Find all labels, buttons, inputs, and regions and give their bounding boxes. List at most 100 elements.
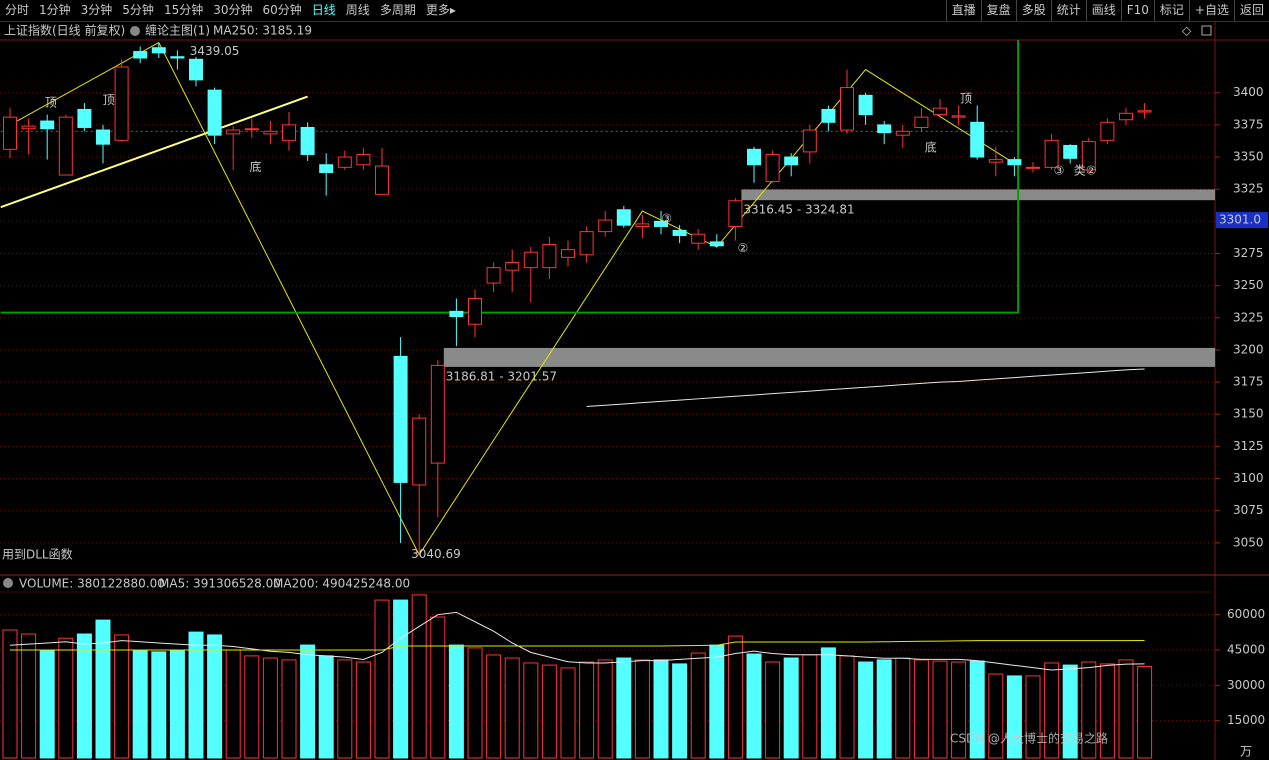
y-tick-label: 45000 [1227,643,1265,657]
volume-bar [244,655,260,759]
volume-bar [616,657,632,759]
volume-bar [486,654,502,759]
candle-body [970,121,985,158]
volume-bar [355,661,371,759]
menu-icon[interactable] [130,26,140,36]
volume-bar [1006,675,1022,759]
toolbar-button[interactable]: 多股 [1015,0,1051,21]
icon-diamond[interactable]: ◇ [1182,24,1192,38]
current-price-label: 3301.0 [1219,213,1261,227]
volume-bar [895,657,911,759]
menu-icon[interactable] [3,578,13,588]
volume-bar [207,634,223,759]
volume-bar [76,633,92,759]
volume-bar [132,649,148,759]
volume-bar [58,637,74,759]
toolbar-button[interactable]: 统计 [1050,0,1086,21]
volume-bar [988,673,1004,759]
annotation: 顶 [960,92,972,106]
ma-line [9,611,1145,671]
drawn-line [0,40,1020,314]
toolbar: 分时 1分钟 3分钟 5分钟 15分钟 30分钟 60分钟 日线 周线 多周期 更多▸ 直播 复盘 多股统… [0,0,1269,22]
annotation: 顶 [103,93,115,107]
toolbar-button[interactable]: 日线 [311,3,336,17]
volume-bar [188,631,204,759]
drawn-line [9,41,1015,556]
toolbar-button[interactable]: 分时 [5,3,30,17]
y-tick-label: 3100 [1233,471,1264,485]
y-tick-label: 3125 [1233,439,1264,453]
candle-body [728,200,743,227]
candle-body [337,156,352,168]
toolbar-button[interactable]: F10 [1120,0,1154,21]
toolbar-button[interactable]: 复盘 [980,0,1016,21]
candle-body [1063,144,1078,159]
candle-body [468,298,482,325]
candle-body [226,129,241,135]
candle-body [21,125,36,130]
toolbar-button[interactable]: 直播 [945,0,981,21]
annotation: 类② [1074,164,1097,178]
candle-body [579,231,594,256]
volume-bar [802,654,818,759]
toolbar-button[interactable]: 15分钟 [163,3,204,17]
candle-body [914,116,929,128]
candle-body [1026,166,1040,169]
toolbar-button[interactable]: 多周期 [379,3,416,17]
candle-body [598,219,613,233]
volume-bar [1118,659,1134,759]
volume-bar [2,629,18,759]
volume-bar [318,655,334,759]
toolbar-button[interactable]: 画线 [1085,0,1121,21]
annotation: 3439.05 [190,44,240,58]
candle-body [1100,121,1115,141]
candle-body [486,267,501,284]
volume-bar [932,660,948,759]
toolbar-button[interactable]: 30分钟 [213,3,253,17]
annotation: 底 [925,140,937,155]
volume-bar [727,635,743,759]
toolbar-button[interactable]: 1分钟 [39,3,71,17]
volume-bar [597,659,613,759]
candle-body [319,164,334,173]
volume-bar [1137,665,1153,759]
ma-readout: MA250: 3185.19 [213,24,312,38]
volume-bar [114,634,130,759]
volume-bar [783,657,799,759]
candle-body [133,51,148,59]
symbol: 上证指数(日线 前复权) [4,23,125,38]
y-tick-label: 3050 [1233,535,1264,549]
annotation: ③ [661,211,672,225]
y-tick-label: 3150 [1233,407,1264,421]
candle-body [691,233,706,244]
price-zone [443,347,1215,367]
toolbar-button[interactable]: 标记 [1153,0,1189,21]
icon-window[interactable] [1201,25,1212,36]
toolbar-button[interactable]: 3分钟 [80,3,113,17]
volume-bar [913,659,929,759]
toolbar-button[interactable]: 周线 [345,3,370,17]
y-tick-label: 15000 [1227,713,1265,727]
candle-body [58,116,73,176]
toolbar-button[interactable]: 5分钟 [122,3,154,17]
y-tick-label: 3400 [1233,85,1264,99]
volume-bar [523,662,539,759]
toolbar-button[interactable]: +自选 [1188,0,1234,21]
toolbar-button[interactable]: 返回 [1233,0,1269,21]
volume-bar [1044,662,1060,759]
candle-body [988,159,1003,163]
toolbar-button[interactable]: 更多▸ [425,3,456,17]
annotation: 3040.69 [411,547,461,561]
y-tick-label: 3375 [1233,117,1264,131]
volume-bar [653,659,669,759]
candle-body [933,107,947,116]
toolbar-button[interactable]: 60分钟 [262,3,302,17]
candle-body [1137,110,1152,113]
zone-label: 3186.81 - 3201.57 [446,369,557,383]
candle-body [244,128,259,131]
candle-body [895,130,910,136]
volume-bar [281,659,297,759]
period-tabs: 分时 1分钟 3分钟 5分钟 15分钟 30分钟 60分钟 日线 周线 多周期 更多▸ [0,0,461,21]
candle-body [77,108,92,128]
